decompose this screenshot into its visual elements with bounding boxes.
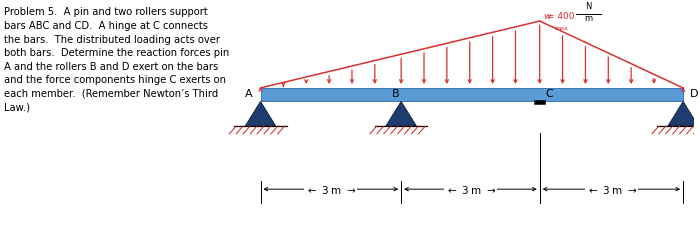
Polygon shape [245, 102, 276, 126]
Text: C: C [545, 89, 553, 99]
Polygon shape [386, 102, 416, 126]
Text: max: max [554, 26, 568, 30]
Text: = 400: = 400 [547, 12, 574, 21]
Text: $\leftarrow$ 3 m $\rightarrow$: $\leftarrow$ 3 m $\rightarrow$ [444, 184, 496, 196]
Text: w: w [543, 12, 551, 21]
Text: $\leftarrow$ 3 m $\rightarrow$: $\leftarrow$ 3 m $\rightarrow$ [586, 184, 637, 196]
Text: A: A [244, 89, 252, 99]
Text: N: N [585, 2, 591, 11]
Bar [260, 88, 683, 102]
Text: Problem 5.  A pin and two rollers support
bars ABC and CD.  A hinge at C connect: Problem 5. A pin and two rollers support… [4, 7, 230, 112]
Bar [534, 101, 545, 105]
Text: D: D [690, 89, 699, 99]
Text: B: B [392, 89, 400, 99]
Text: $\leftarrow$ 3 m $\rightarrow$: $\leftarrow$ 3 m $\rightarrow$ [305, 184, 356, 196]
Polygon shape [668, 102, 699, 126]
Text: m: m [584, 14, 592, 23]
